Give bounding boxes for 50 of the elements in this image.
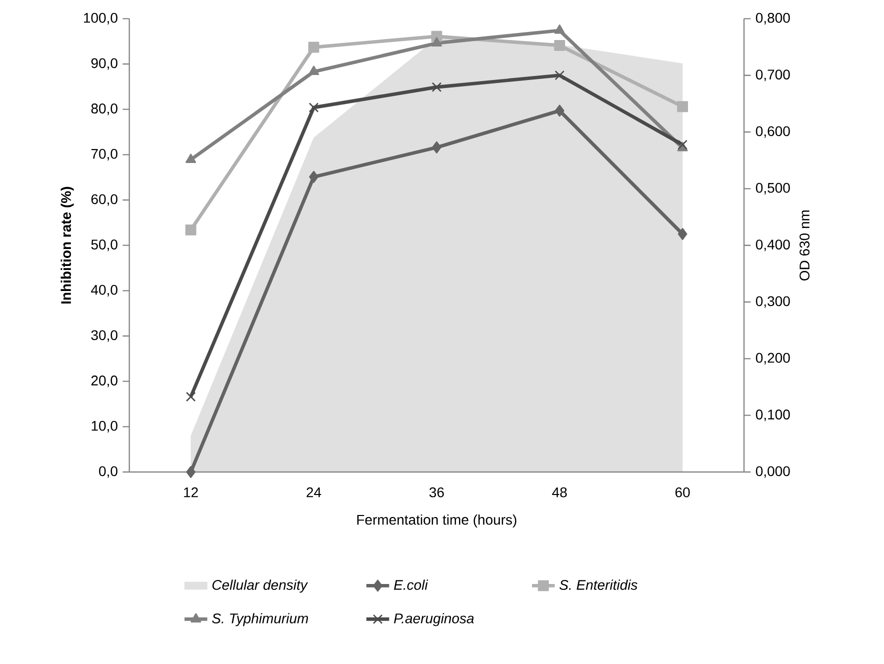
y-tick-label: 10,0 <box>92 420 118 432</box>
point <box>186 154 196 163</box>
y2-tick-label: 0,200 <box>756 352 790 364</box>
point <box>186 392 196 402</box>
x-tick-label: 12 <box>184 487 198 498</box>
y-tick-label: 90,0 <box>91 58 118 70</box>
legend-label: S. Typhimurium <box>212 613 308 626</box>
legend-label: E.coli <box>394 580 428 590</box>
x-axis-title: Fermentation time (hours) <box>357 514 516 528</box>
point <box>186 466 196 478</box>
point <box>554 40 566 51</box>
x-tick-label: 24 <box>306 487 322 498</box>
y2-tick-label: 0,600 <box>756 126 790 138</box>
point <box>431 37 442 46</box>
point <box>185 224 196 236</box>
point <box>309 170 318 183</box>
y-tick-label: 100,0 <box>84 12 118 24</box>
y2-axis-title: OD 630 nm <box>800 210 810 280</box>
y-tick-label: 60,0 <box>91 194 118 206</box>
legend-label: S. Enteritidis <box>560 580 638 590</box>
y-tick-label: 50,0 <box>91 240 118 252</box>
point <box>678 228 688 240</box>
legend-label: P.aeruginosa <box>394 613 474 626</box>
y2-tick-label: 0,100 <box>756 410 790 422</box>
point <box>308 66 320 76</box>
y-axis-title: Inhibition rate (%) <box>60 186 74 304</box>
y2-tick-label: 0,300 <box>756 296 790 308</box>
point <box>554 104 564 117</box>
y2-tick-label: 0,700 <box>756 70 790 82</box>
point <box>432 141 442 154</box>
y2-tick-label: 0,500 <box>756 182 790 194</box>
point <box>554 70 565 80</box>
point <box>677 101 688 112</box>
point <box>308 102 319 112</box>
legend-label: Cellular density <box>212 580 308 593</box>
y-tick-label: 40,0 <box>91 284 118 296</box>
point <box>554 24 565 34</box>
y2-tick-label: 0,400 <box>756 240 790 252</box>
x-tick-label: 60 <box>675 487 690 498</box>
point <box>432 82 442 92</box>
y-tick-label: 20,0 <box>91 376 118 388</box>
y-tick-label: 0,0 <box>99 466 118 478</box>
y2-tick-label: 0,000 <box>756 466 790 478</box>
y2-tick-label: 0,800 <box>756 12 790 24</box>
point <box>308 42 320 53</box>
y-tick-label: 80,0 <box>91 104 118 116</box>
y-tick-label: 70,0 <box>91 148 118 160</box>
x-tick-label: 48 <box>552 487 567 498</box>
x-tick-label: 36 <box>429 487 444 498</box>
y-tick-label: 30,0 <box>91 330 118 342</box>
